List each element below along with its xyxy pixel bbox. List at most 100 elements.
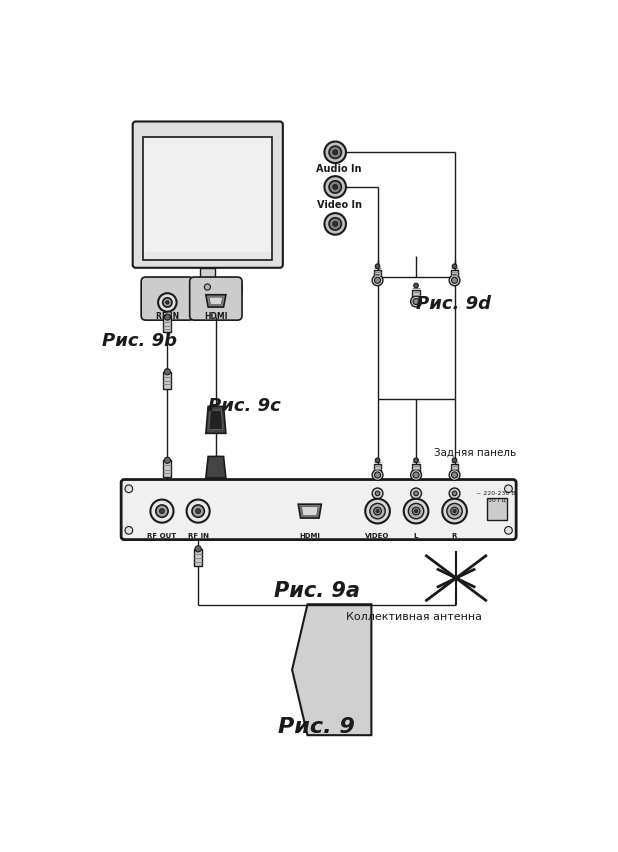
Bar bbox=[451, 270, 459, 283]
Bar bbox=[200, 268, 215, 283]
Polygon shape bbox=[206, 457, 226, 478]
Bar bbox=[412, 290, 420, 305]
Text: Video In: Video In bbox=[316, 199, 362, 210]
Circle shape bbox=[205, 284, 211, 291]
Circle shape bbox=[187, 499, 210, 522]
Text: VIDEO: VIDEO bbox=[365, 533, 390, 539]
FancyBboxPatch shape bbox=[133, 122, 283, 268]
Text: Рис. 9: Рис. 9 bbox=[278, 717, 355, 738]
Bar bbox=[451, 464, 459, 478]
Polygon shape bbox=[206, 295, 226, 307]
Circle shape bbox=[372, 469, 383, 481]
Polygon shape bbox=[206, 406, 226, 434]
Circle shape bbox=[449, 488, 460, 498]
Circle shape bbox=[365, 498, 390, 523]
Circle shape bbox=[164, 369, 171, 375]
Polygon shape bbox=[209, 411, 222, 429]
Circle shape bbox=[329, 218, 341, 230]
Circle shape bbox=[372, 488, 383, 498]
Circle shape bbox=[413, 283, 418, 288]
Circle shape bbox=[452, 491, 457, 496]
Circle shape bbox=[370, 504, 385, 519]
Circle shape bbox=[413, 491, 418, 496]
Circle shape bbox=[452, 472, 458, 478]
Bar bbox=[164, 371, 171, 389]
Circle shape bbox=[333, 150, 337, 154]
Circle shape bbox=[375, 458, 380, 463]
Circle shape bbox=[158, 293, 177, 312]
Circle shape bbox=[125, 485, 133, 492]
Text: RF IN: RF IN bbox=[188, 533, 209, 539]
FancyBboxPatch shape bbox=[173, 284, 242, 295]
Circle shape bbox=[164, 458, 171, 463]
Circle shape bbox=[164, 314, 171, 320]
Text: HDMI: HDMI bbox=[299, 533, 320, 539]
Circle shape bbox=[156, 505, 168, 517]
Text: Рис. 9а: Рис. 9а bbox=[274, 581, 360, 602]
Circle shape bbox=[412, 507, 420, 515]
Circle shape bbox=[413, 298, 419, 305]
Bar bbox=[164, 460, 171, 477]
Polygon shape bbox=[209, 297, 222, 305]
Circle shape bbox=[451, 507, 459, 515]
Text: R: R bbox=[452, 533, 457, 539]
Circle shape bbox=[505, 527, 512, 534]
Bar bbox=[145, 252, 271, 258]
Circle shape bbox=[452, 277, 458, 284]
Circle shape bbox=[329, 181, 341, 193]
Circle shape bbox=[374, 507, 381, 515]
Circle shape bbox=[411, 488, 421, 498]
Circle shape bbox=[192, 505, 205, 517]
FancyBboxPatch shape bbox=[141, 277, 193, 320]
Circle shape bbox=[195, 546, 201, 552]
Bar bbox=[412, 464, 420, 478]
Circle shape bbox=[442, 498, 467, 523]
Circle shape bbox=[324, 141, 346, 163]
Circle shape bbox=[166, 301, 169, 304]
Circle shape bbox=[163, 298, 172, 307]
Circle shape bbox=[411, 296, 421, 307]
Text: Задняя панель: Задняя панель bbox=[434, 447, 516, 458]
Circle shape bbox=[324, 176, 346, 198]
Circle shape bbox=[404, 498, 428, 523]
Text: RF OUT: RF OUT bbox=[147, 533, 177, 539]
Circle shape bbox=[452, 458, 457, 463]
Text: Коллективная антенна: Коллективная антенна bbox=[345, 612, 482, 622]
Circle shape bbox=[453, 509, 456, 513]
Circle shape bbox=[413, 472, 419, 478]
Circle shape bbox=[452, 264, 457, 268]
Circle shape bbox=[375, 472, 381, 478]
Circle shape bbox=[376, 509, 379, 513]
Bar bbox=[374, 464, 381, 478]
Circle shape bbox=[329, 147, 341, 158]
Circle shape bbox=[413, 458, 418, 463]
Circle shape bbox=[505, 485, 512, 492]
Circle shape bbox=[375, 277, 381, 284]
Polygon shape bbox=[298, 504, 321, 518]
Polygon shape bbox=[292, 604, 371, 735]
Text: Audio In: Audio In bbox=[316, 164, 362, 174]
Bar bbox=[194, 549, 202, 566]
Circle shape bbox=[408, 504, 424, 519]
Text: ~ 220-230 В;
50 Гц: ~ 220-230 В; 50 Гц bbox=[476, 491, 518, 502]
Text: Рис. 9c: Рис. 9c bbox=[208, 397, 281, 416]
Bar bbox=[487, 498, 507, 520]
Text: L: L bbox=[414, 533, 418, 539]
Circle shape bbox=[415, 509, 418, 513]
Text: Рис. 9d: Рис. 9d bbox=[416, 295, 491, 313]
Circle shape bbox=[375, 491, 380, 496]
Bar bbox=[143, 137, 272, 260]
Circle shape bbox=[375, 264, 380, 268]
Circle shape bbox=[196, 509, 200, 514]
Circle shape bbox=[333, 185, 337, 189]
Text: RF IN: RF IN bbox=[156, 313, 179, 321]
Circle shape bbox=[324, 213, 346, 234]
Circle shape bbox=[372, 275, 383, 285]
Circle shape bbox=[449, 275, 460, 285]
FancyBboxPatch shape bbox=[121, 480, 516, 539]
Polygon shape bbox=[302, 506, 318, 515]
Circle shape bbox=[125, 527, 133, 534]
Circle shape bbox=[150, 499, 174, 522]
Circle shape bbox=[159, 509, 164, 514]
Circle shape bbox=[333, 222, 337, 227]
